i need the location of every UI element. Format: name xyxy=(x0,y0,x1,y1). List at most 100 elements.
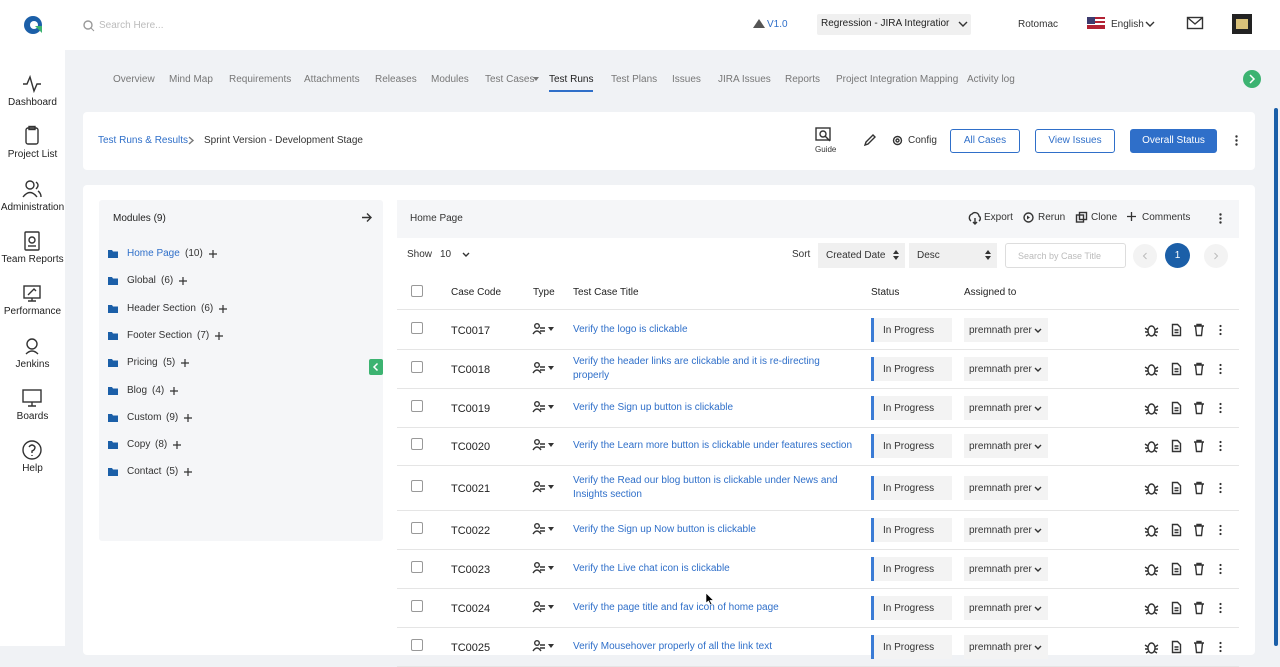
case-title[interactable]: Verify the Sign up Now button is clickab… xyxy=(573,523,756,535)
bug-icon[interactable] xyxy=(1144,523,1159,537)
add-icon[interactable] xyxy=(179,277,187,286)
type-icon[interactable] xyxy=(532,400,555,413)
delete-icon[interactable] xyxy=(1194,439,1204,453)
add-icon[interactable] xyxy=(184,468,192,477)
arrow-icon[interactable] xyxy=(362,213,372,222)
checkbox[interactable] xyxy=(411,399,423,412)
nav-label[interactable]: Project List xyxy=(7,149,58,161)
doc-icon[interactable] xyxy=(1171,523,1182,536)
nav-icon[interactable] xyxy=(22,440,42,460)
tab[interactable]: Mind Map xyxy=(169,74,213,85)
tab[interactable]: Activity log xyxy=(967,74,1015,85)
nav-icon[interactable] xyxy=(22,283,42,303)
doc-icon[interactable] xyxy=(1171,481,1182,494)
case-title[interactable]: Verify the Learn more button is clickabl… xyxy=(573,440,853,451)
add-icon[interactable] xyxy=(209,250,217,258)
doc-icon[interactable] xyxy=(1171,362,1182,375)
tool-icon[interactable] xyxy=(1127,212,1139,224)
checkbox[interactable] xyxy=(411,438,423,450)
assignee-select[interactable]: premnath prer xyxy=(964,595,1048,620)
delete-icon[interactable] xyxy=(1194,401,1204,414)
action-button[interactable]: View Issues xyxy=(1035,129,1115,153)
type-icon[interactable] xyxy=(532,439,555,451)
module-name[interactable]: Contact xyxy=(127,466,162,478)
more-icon[interactable] xyxy=(1219,440,1222,452)
sort-field[interactable]: Created Date xyxy=(818,243,905,268)
nav-label[interactable]: Jenkins xyxy=(15,358,50,370)
nav-label[interactable]: Boards xyxy=(16,410,49,422)
case-title[interactable]: Verify Mousehover properly of all the li… xyxy=(573,640,772,652)
tab[interactable]: Releases xyxy=(375,74,417,85)
checkbox[interactable] xyxy=(411,560,423,573)
assignee-select[interactable]: premnath prer xyxy=(964,395,1048,420)
assignee-select[interactable]: premnath prer xyxy=(964,356,1048,381)
nav-label[interactable]: Performance xyxy=(3,306,62,318)
page-size[interactable]: 10 xyxy=(440,249,452,260)
delete-icon[interactable] xyxy=(1194,562,1204,575)
type-icon[interactable] xyxy=(532,561,555,574)
nav-label[interactable]: Dashboard xyxy=(8,97,57,108)
checkbox[interactable] xyxy=(411,321,423,334)
delete-icon[interactable] xyxy=(1194,523,1204,536)
edit-icon[interactable] xyxy=(863,134,876,147)
action-button[interactable]: Overall Status xyxy=(1130,129,1217,153)
delete-icon[interactable] xyxy=(1194,323,1204,336)
nav-label[interactable]: Administration xyxy=(0,201,65,213)
more-icon[interactable] xyxy=(1219,524,1222,535)
add-icon[interactable] xyxy=(215,331,223,340)
tab[interactable]: Test Cases xyxy=(485,74,535,85)
tab[interactable]: Modules xyxy=(431,74,469,85)
guide-label[interactable]: Guide xyxy=(815,145,837,154)
tab[interactable]: Attachments xyxy=(304,74,360,85)
module-name[interactable]: Footer Section xyxy=(127,329,193,341)
search-input[interactable]: Search Here... xyxy=(99,20,164,31)
nav-icon[interactable] xyxy=(22,179,42,199)
bug-icon[interactable] xyxy=(1144,439,1159,453)
more-icon[interactable] xyxy=(1219,602,1222,613)
bug-icon[interactable] xyxy=(1144,323,1159,337)
doc-icon[interactable] xyxy=(1171,562,1182,575)
tab[interactable]: Overview xyxy=(113,74,155,85)
nav-icon[interactable] xyxy=(22,74,42,94)
tab[interactable]: Reports xyxy=(785,74,821,85)
checkbox[interactable] xyxy=(411,285,423,297)
add-icon[interactable] xyxy=(170,386,178,395)
add-icon[interactable] xyxy=(219,304,227,313)
tool-button[interactable]: Export xyxy=(984,212,1013,223)
nav-label[interactable]: Team Reports xyxy=(1,253,64,265)
assignee-select[interactable]: premnath prer xyxy=(964,434,1048,458)
doc-icon[interactable] xyxy=(1171,601,1182,614)
breadcrumb-link[interactable]: Test Runs & Results xyxy=(98,135,189,146)
nav-icon[interactable] xyxy=(22,388,42,408)
expand-button[interactable] xyxy=(1243,70,1261,88)
module-name[interactable]: Home Page xyxy=(127,248,180,259)
tool-icon[interactable] xyxy=(1075,211,1088,224)
bug-icon[interactable] xyxy=(1144,362,1159,376)
delete-icon[interactable] xyxy=(1194,640,1204,653)
case-title[interactable]: Verify the Live chat icon is clickable xyxy=(573,562,730,574)
doc-icon[interactable] xyxy=(1171,640,1182,653)
current-page[interactable]: 1 xyxy=(1165,243,1190,268)
tool-button[interactable]: Rerun xyxy=(1038,212,1066,223)
nav-label[interactable]: Help xyxy=(22,463,43,475)
guide-icon[interactable] xyxy=(815,127,833,143)
add-icon[interactable] xyxy=(173,441,181,450)
tool-icon[interactable] xyxy=(968,211,981,225)
more-icon[interactable] xyxy=(1219,482,1222,493)
type-icon[interactable] xyxy=(532,322,555,335)
type-icon[interactable] xyxy=(532,480,555,493)
checkbox[interactable] xyxy=(411,599,423,612)
bug-icon[interactable] xyxy=(1144,640,1159,654)
action-button[interactable]: All Cases xyxy=(950,129,1020,153)
case-title[interactable]: Verify the Read our blog button is click… xyxy=(573,474,838,500)
more-icon[interactable] xyxy=(1235,135,1238,147)
assignee-select[interactable]: premnath prer xyxy=(964,475,1048,500)
more-icon[interactable] xyxy=(1219,213,1222,225)
nav-icon[interactable] xyxy=(22,126,42,146)
type-icon[interactable] xyxy=(532,600,555,613)
module-name[interactable]: Blog xyxy=(127,384,148,396)
assignee-select[interactable]: premnath prer xyxy=(964,517,1048,542)
tab[interactable]: JIRA Issues xyxy=(718,74,771,85)
tool-button[interactable]: Comments xyxy=(1142,212,1191,223)
doc-icon[interactable] xyxy=(1171,439,1182,453)
